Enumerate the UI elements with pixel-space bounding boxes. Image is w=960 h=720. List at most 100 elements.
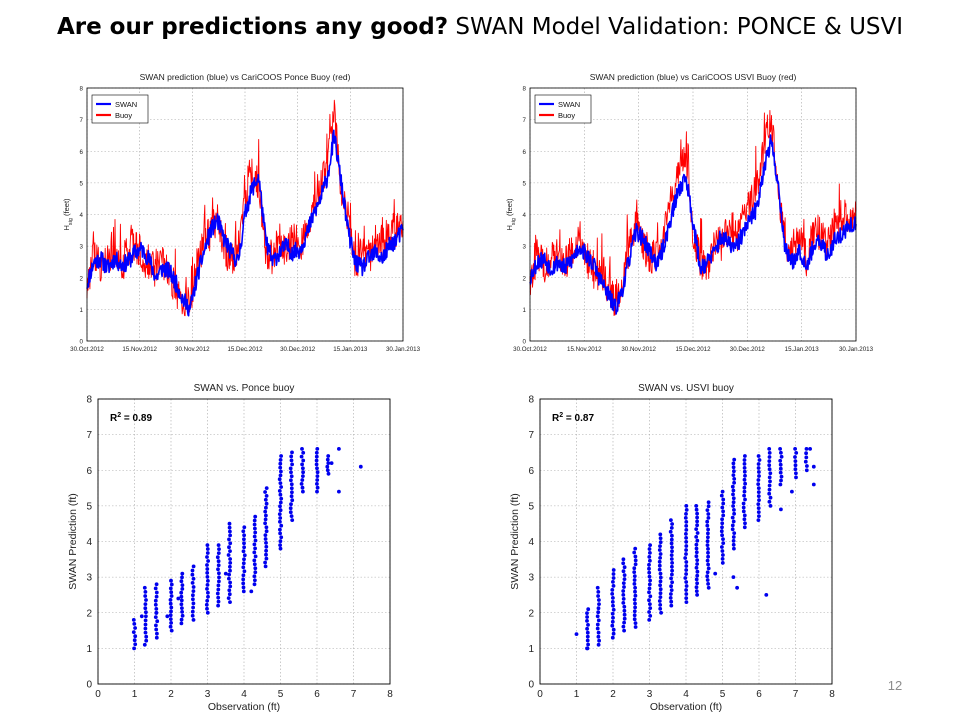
- scatter-point: [154, 627, 159, 632]
- scatter-point: [228, 561, 233, 565]
- scatter-point: [131, 618, 136, 622]
- r-squared-value: = 0.89: [121, 413, 152, 424]
- scatter-point: [632, 617, 637, 622]
- scatter-point: [279, 469, 283, 474]
- scatter-point: [778, 482, 783, 487]
- scatter-point: [585, 619, 589, 623]
- scatter-point: [595, 622, 600, 627]
- scatter-point: [596, 606, 601, 611]
- scatter-point: [595, 585, 600, 590]
- scatter-point: [610, 619, 615, 624]
- scatter-point: [190, 609, 195, 614]
- scatter-point: [325, 468, 330, 473]
- scatter-point: [706, 527, 710, 532]
- scatter-point: [314, 462, 319, 467]
- scatter-point: [705, 508, 710, 512]
- scatter-point: [143, 594, 148, 598]
- scatter-point: [731, 504, 735, 508]
- scatter-point: [301, 474, 305, 478]
- scatter-point: [191, 618, 196, 622]
- scatter-point: [289, 458, 294, 463]
- y-tick-label: 4: [80, 212, 84, 219]
- x-tick-label: 2: [610, 689, 616, 700]
- scatter-point: [657, 559, 662, 564]
- scatter-point: [731, 492, 735, 497]
- scatter-point: [133, 642, 138, 647]
- scatter-point: [632, 550, 637, 555]
- scatter-point: [756, 494, 761, 498]
- scatter-point: [278, 527, 282, 532]
- scatter-point: [757, 470, 761, 474]
- scatter-point: [669, 592, 673, 596]
- scatter-point: [154, 594, 159, 599]
- scatter-point: [264, 505, 268, 510]
- scatter-point: [756, 510, 761, 514]
- scatter-point: [648, 614, 653, 618]
- scatter-point: [191, 585, 196, 589]
- scatter-point: [756, 502, 761, 506]
- scatter-point: [278, 531, 282, 536]
- scatter-point: [648, 578, 652, 583]
- scatter-point: [684, 536, 688, 540]
- scatter-point: [299, 454, 304, 459]
- scatter-point: [695, 523, 699, 528]
- scatter-point: [684, 504, 689, 508]
- x-tick-label: 3: [205, 689, 211, 700]
- scatter-point: [730, 527, 735, 532]
- scatter-point: [648, 551, 652, 555]
- scatter-point: [227, 521, 232, 526]
- scatter-point: [767, 483, 772, 488]
- y-tick-label: 3: [80, 244, 84, 251]
- scatter-point: [279, 485, 283, 489]
- y-tick-label: 3: [523, 244, 527, 251]
- r-squared-annotation: R2 = 0.87: [552, 412, 594, 424]
- scatter-point: [169, 582, 174, 587]
- scatter-point: [205, 555, 209, 559]
- scatter-point: [622, 612, 627, 617]
- scatter-point: [264, 544, 269, 549]
- scatter-point: [205, 610, 210, 615]
- scatter-point: [794, 475, 798, 480]
- scatter-point: [585, 626, 589, 631]
- scatter-point: [632, 613, 637, 618]
- y-tick-label: 2: [80, 275, 84, 282]
- scatter-point: [732, 457, 737, 462]
- scatter-point: [720, 521, 725, 526]
- scatter-point: [179, 598, 184, 603]
- y-axis-label: Hsig (feet): [505, 198, 517, 231]
- scatter-point: [684, 540, 689, 544]
- scatter-point: [191, 576, 196, 581]
- scatter-point: [315, 485, 320, 490]
- scatter-point: [226, 596, 231, 600]
- scatter-point: [684, 532, 688, 536]
- scatter-point: [289, 502, 293, 507]
- scatter-point: [742, 489, 747, 494]
- y-axis-label-sub: sig: [68, 218, 74, 225]
- scatter-point: [706, 550, 710, 555]
- scatter-point: [205, 567, 210, 571]
- scatter-point: [621, 561, 626, 566]
- scatter-point: [278, 516, 283, 520]
- scatter-point: [621, 601, 626, 605]
- scatter-point: [706, 562, 710, 567]
- scatter-point: [684, 552, 688, 556]
- scatter-point: [633, 593, 638, 598]
- scatter-point: [804, 447, 809, 451]
- scatter-point: [779, 507, 783, 512]
- scatter-point: [706, 554, 710, 559]
- scatter-point: [190, 572, 195, 577]
- scatter-point: [778, 447, 782, 451]
- scatter-point: [767, 491, 772, 496]
- scatter-point: [669, 599, 674, 604]
- scatter-point: [684, 584, 689, 588]
- scatter-point: [597, 602, 601, 606]
- scatter-point: [358, 464, 363, 469]
- scatter-point: [168, 624, 173, 629]
- scatter-point: [668, 529, 673, 534]
- x-tick-label: 15.Dec.2012: [675, 346, 711, 353]
- scatter-point: [622, 585, 626, 589]
- scatter-point: [597, 638, 601, 643]
- scatter-point: [153, 598, 158, 603]
- y-tick-label: 6: [86, 466, 92, 477]
